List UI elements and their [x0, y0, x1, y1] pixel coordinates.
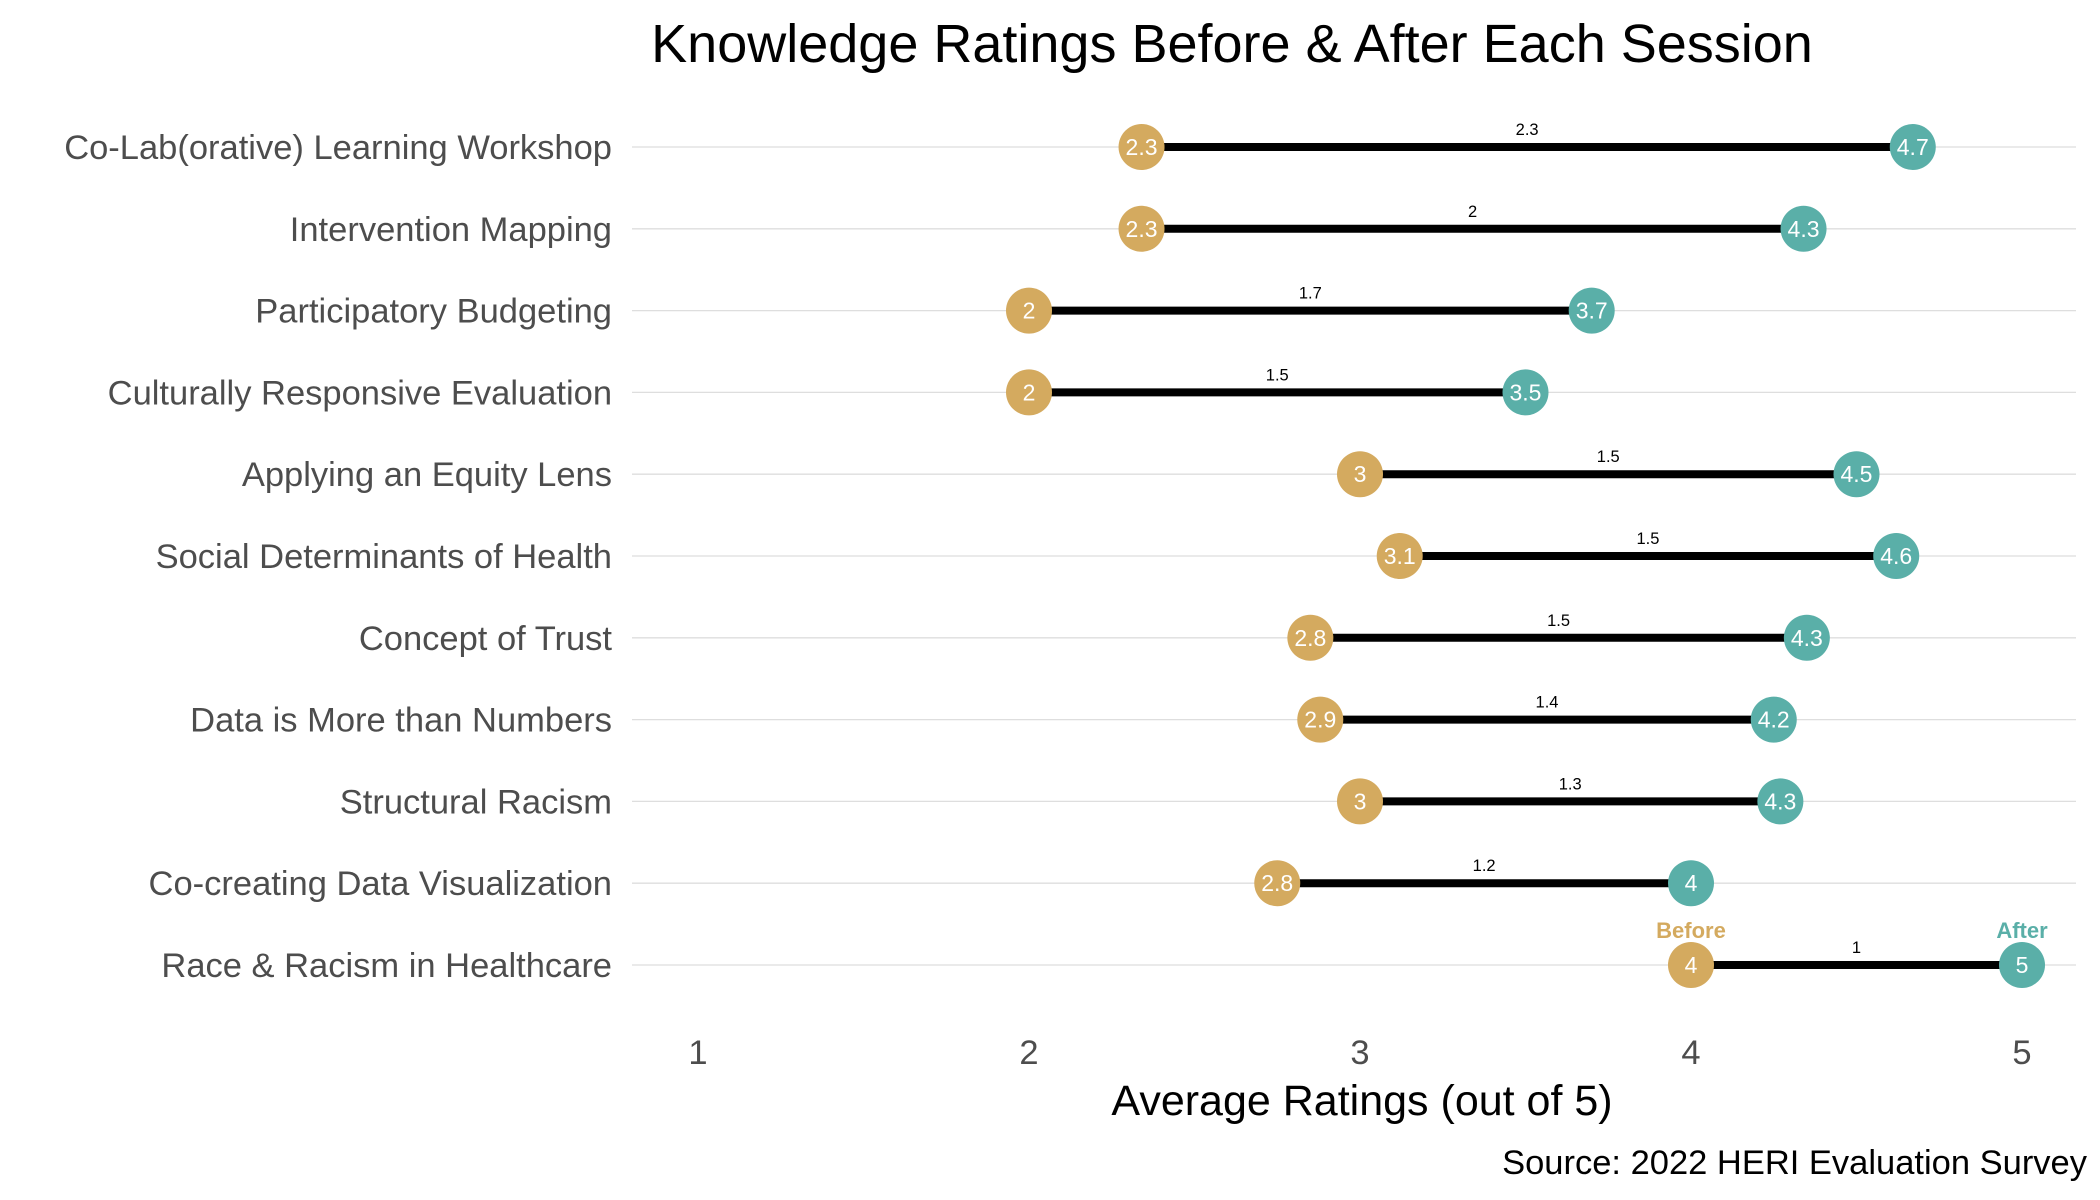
after-value-label: 4.6: [1880, 543, 1912, 569]
after-point: [1889, 124, 1936, 170]
before-value-label: 2.9: [1304, 707, 1336, 733]
before-point: [1337, 778, 1383, 825]
after-value-label: 3.7: [1576, 298, 1608, 324]
category-label: Race & Racism in Healthcare: [161, 947, 612, 985]
chart-title: Knowledge Ratings Before & After Each Se…: [651, 14, 1813, 74]
before-point: [1376, 533, 1423, 579]
before-point: [1287, 614, 1334, 661]
after-value-label: 4.3: [1791, 625, 1823, 651]
difference-label: 1.4: [1536, 694, 1559, 712]
after-value-label: 4: [1685, 870, 1698, 896]
before-point: [1006, 287, 1052, 334]
before-value-label: 3: [1354, 788, 1367, 814]
before-value-label: 3.1: [1384, 543, 1416, 569]
difference-label: 1.7: [1299, 285, 1322, 303]
x-axis-ticks: 1 2 3 4 5: [688, 1034, 2031, 1072]
difference-label: 1.5: [1266, 366, 1289, 384]
category-label: Applying an Equity Lens: [242, 456, 612, 494]
difference-label: 1.5: [1597, 448, 1620, 466]
before-series-annotation: Before: [1656, 918, 1726, 943]
after-value-label: 4.3: [1764, 788, 1796, 814]
after-value-label: 3.5: [1510, 379, 1542, 405]
points: 2.3 4.7 2.3 4.3 2 3.7 2 3.5 3 4.5 3.1 4.6 2.8 4.3 2.9 4…: [1006, 124, 2045, 988]
chart-caption: Source: 2022 HERI Evaluation Survey: [1502, 1144, 2088, 1182]
after-point: [1750, 696, 1797, 743]
before-value-label: 2.3: [1126, 216, 1158, 242]
after-value-label: 5: [2016, 952, 2029, 978]
difference-label: 1.5: [1637, 530, 1660, 548]
category-label: Participatory Budgeting: [255, 293, 612, 331]
category-label: Co-creating Data Visualization: [149, 865, 612, 903]
category-label: Intervention Mapping: [290, 211, 612, 249]
category-label: Structural Racism: [340, 783, 612, 821]
after-point: [1668, 860, 1714, 907]
before-value-label: 3: [1354, 461, 1367, 487]
category-labels: Co-Lab(orative) Learning Workshop Interve…: [64, 129, 612, 985]
difference-labels: 2.3 2 1.7 1.5 1.5 1.5 1.5 1.4 1.3 1.2 1: [1266, 121, 1861, 957]
category-label: Social Determinants of Health: [156, 538, 612, 576]
difference-label: 1.5: [1547, 612, 1570, 630]
after-point: [1757, 778, 1804, 825]
before-point: [1254, 860, 1301, 907]
difference-label: 1.3: [1559, 775, 1582, 793]
before-value-label: 2: [1023, 379, 1036, 405]
before-value-label: 2.8: [1294, 625, 1326, 651]
difference-label: 2.3: [1516, 121, 1539, 139]
category-label: Co-Lab(orative) Learning Workshop: [64, 129, 612, 167]
before-value-label: 2.3: [1126, 134, 1158, 160]
series-annotations: Before After: [1656, 918, 2048, 943]
segments: [1029, 143, 2022, 969]
difference-label: 2: [1468, 203, 1477, 221]
after-value-label: 4.3: [1788, 216, 1820, 242]
before-point: [1668, 942, 1714, 988]
after-value-label: 4.2: [1758, 707, 1790, 733]
before-point: [1337, 451, 1383, 498]
before-value-label: 4: [1685, 952, 1698, 978]
difference-label: 1.2: [1473, 857, 1496, 875]
x-tick-label: 3: [1350, 1034, 1369, 1072]
after-point: [1833, 451, 1880, 498]
after-point: [1568, 287, 1615, 334]
category-label: Culturally Responsive Evaluation: [108, 374, 612, 412]
after-point: [1999, 942, 2045, 988]
category-label: Concept of Trust: [359, 620, 613, 658]
after-point: [1783, 614, 1830, 661]
after-value-label: 4.5: [1841, 461, 1873, 487]
x-axis-title: Average Ratings (out of 5): [1111, 1077, 1612, 1125]
x-tick-label: 4: [1681, 1034, 1700, 1072]
x-tick-label: 1: [688, 1034, 707, 1072]
x-tick-label: 5: [2012, 1034, 2031, 1072]
before-point: [1006, 369, 1052, 416]
after-point: [1780, 205, 1827, 252]
before-point: [1118, 205, 1165, 252]
before-value-label: 2: [1023, 298, 1036, 324]
before-point: [1297, 696, 1344, 743]
before-point: [1118, 124, 1165, 170]
after-value-label: 4.7: [1897, 134, 1929, 160]
after-point: [1502, 369, 1549, 416]
before-value-label: 2.8: [1261, 870, 1293, 896]
x-tick-label: 2: [1019, 1034, 1038, 1072]
difference-label: 1: [1852, 939, 1861, 957]
after-point: [1873, 533, 1920, 579]
after-series-annotation: After: [1996, 918, 2048, 943]
category-label: Data is More than Numbers: [190, 702, 612, 740]
